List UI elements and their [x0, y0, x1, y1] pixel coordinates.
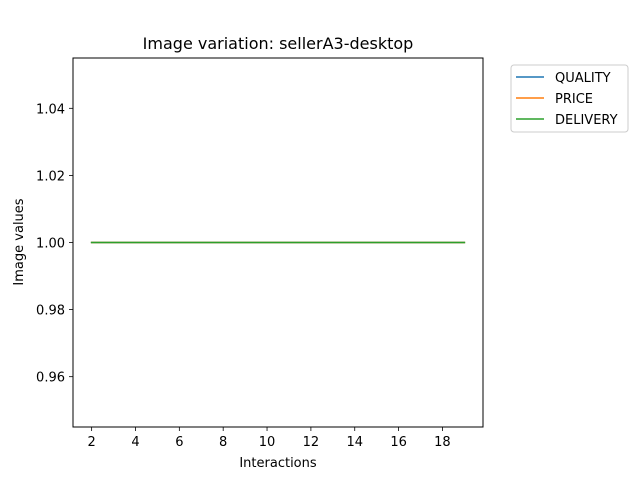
x-tick-label: 12: [303, 435, 320, 450]
x-tick-label: 18: [434, 435, 451, 450]
legend-box: [510, 64, 629, 133]
y-axis-ticks: 0.96 0.98 1.00 1.02 1.04: [36, 102, 73, 386]
legend-label-delivery: DELIVERY: [555, 113, 618, 128]
chart-title: Image variation: sellerA3-desktop: [143, 34, 414, 53]
legend: QUALITY PRICE DELIVERY: [510, 64, 629, 133]
y-axis-label: Image values: [12, 198, 27, 285]
y-tick-label: 1.02: [36, 169, 65, 184]
y-tick-label: 1.04: [36, 102, 65, 117]
legend-label-price: PRICE: [555, 92, 593, 107]
x-tick-label: 4: [131, 435, 139, 450]
x-tick-label: 14: [346, 435, 363, 450]
x-axis-label: Interactions: [239, 456, 317, 471]
x-tick-label: 16: [390, 435, 407, 450]
x-tick-label: 2: [87, 435, 95, 450]
y-tick-label: 1.00: [36, 237, 65, 252]
plot-area-frame: [72, 57, 484, 428]
y-tick-label: 0.98: [36, 304, 65, 319]
y-tick-label: 0.96: [36, 371, 65, 386]
legend-label-quality: QUALITY: [555, 71, 611, 86]
x-axis-ticks: 2 4 6 8 10 12 14 16 18: [87, 427, 451, 450]
x-tick-label: 6: [175, 435, 183, 450]
x-tick-label: 8: [219, 435, 227, 450]
x-tick-label: 10: [259, 435, 276, 450]
